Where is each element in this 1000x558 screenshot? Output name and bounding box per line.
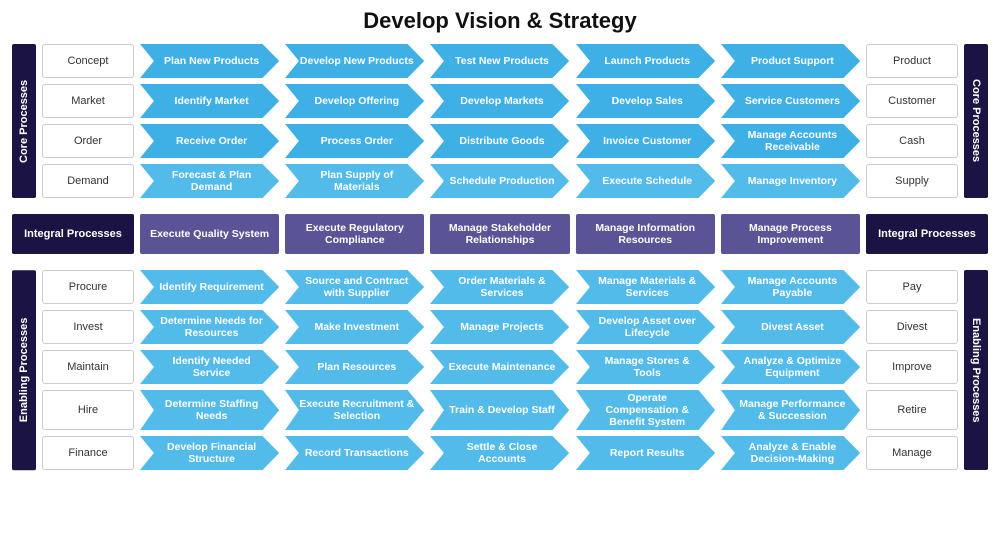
enabling-start-2: Maintain — [42, 350, 134, 384]
enabling-step-2-2: Execute Maintenance — [430, 350, 569, 384]
enabling-step-0-0: Identify Requirement — [140, 270, 279, 304]
core-step-1-3: Develop Sales — [576, 84, 715, 118]
enabling-step-1-0: Determine Needs for Resources — [140, 310, 279, 344]
core-end-0: Product — [866, 44, 958, 78]
enabling-step-0-3: Manage Materials & Services — [576, 270, 715, 304]
enabling-end-0: Pay — [866, 270, 958, 304]
enabling-end-2: Improve — [866, 350, 958, 384]
enabling-step-3-2: Train & Develop Staff — [430, 390, 569, 430]
integral-item-0: Execute Quality System — [140, 214, 279, 254]
enabling-step-1-1: Make Investment — [285, 310, 424, 344]
core-step-1-4: Service Customers — [721, 84, 860, 118]
core-step-3-1: Plan Supply of Materials — [285, 164, 424, 198]
enabling-step-2-0: Identify Needed Service — [140, 350, 279, 384]
core-end-1: Customer — [866, 84, 958, 118]
core-label-left: Core Processes — [12, 44, 36, 198]
enabling-step-4-3: Report Results — [576, 436, 715, 470]
integral-item-2: Manage Stakeholder Relationships — [430, 214, 569, 254]
enabling-start-3: Hire — [42, 390, 134, 430]
enabling-step-3-3: Operate Compensation & Benefit System — [576, 390, 715, 430]
core-step-0-4: Product Support — [721, 44, 860, 78]
enabling-step-3-0: Determine Staffing Needs — [140, 390, 279, 430]
process-grid: Core ProcessesCore ProcessesConcept Plan… — [12, 44, 988, 470]
page-title: Develop Vision & Strategy — [12, 8, 988, 34]
enabling-start-1: Invest — [42, 310, 134, 344]
enabling-step-2-4: Analyze & Optimize Equipment — [721, 350, 860, 384]
core-start-2: Order — [42, 124, 134, 158]
enabling-step-1-3: Develop Asset over Lifecycle — [576, 310, 715, 344]
core-step-3-2: Schedule Production — [430, 164, 569, 198]
enabling-label-left: Enabling Processes — [12, 270, 36, 470]
integral-label-right: Integral Processes — [866, 214, 988, 254]
core-step-2-1: Process Order — [285, 124, 424, 158]
core-step-0-3: Launch Products — [576, 44, 715, 78]
core-start-1: Market — [42, 84, 134, 118]
enabling-step-4-2: Settle & Close Accounts — [430, 436, 569, 470]
core-step-2-0: Receive Order — [140, 124, 279, 158]
enabling-step-0-2: Order Materials & Services — [430, 270, 569, 304]
enabling-start-4: Finance — [42, 436, 134, 470]
enabling-start-0: Procure — [42, 270, 134, 304]
enabling-step-2-1: Plan Resources — [285, 350, 424, 384]
enabling-end-3: Retire — [866, 390, 958, 430]
enabling-step-1-2: Manage Projects — [430, 310, 569, 344]
enabling-step-1-4: Divest Asset — [721, 310, 860, 344]
enabling-step-3-1: Execute Recruitment & Selection — [285, 390, 424, 430]
core-step-2-2: Distribute Goods — [430, 124, 569, 158]
integral-item-4: Manage Process Improvement — [721, 214, 860, 254]
enabling-step-0-1: Source and Contract with Supplier — [285, 270, 424, 304]
core-end-3: Supply — [866, 164, 958, 198]
core-step-0-2: Test New Products — [430, 44, 569, 78]
integral-item-3: Manage Information Resources — [576, 214, 715, 254]
enabling-label-right: Enabling Processes — [964, 270, 988, 470]
core-step-0-0: Plan New Products — [140, 44, 279, 78]
enabling-step-2-3: Manage Stores & Tools — [576, 350, 715, 384]
enabling-step-4-1: Record Transactions — [285, 436, 424, 470]
core-step-1-2: Develop Markets — [430, 84, 569, 118]
enabling-step-4-4: Analyze & Enable Decision-Making — [721, 436, 860, 470]
core-step-2-3: Invoice Customer — [576, 124, 715, 158]
core-step-1-1: Develop Offering — [285, 84, 424, 118]
enabling-step-4-0: Develop Financial Structure — [140, 436, 279, 470]
core-step-0-1: Develop New Products — [285, 44, 424, 78]
enabling-end-1: Divest — [866, 310, 958, 344]
core-step-2-4: Manage Accounts Receivable — [721, 124, 860, 158]
core-step-3-4: Manage Inventory — [721, 164, 860, 198]
core-step-1-0: Identify Market — [140, 84, 279, 118]
core-start-3: Demand — [42, 164, 134, 198]
enabling-step-0-4: Manage Accounts Payable — [721, 270, 860, 304]
integral-item-1: Execute Regulatory Compliance — [285, 214, 424, 254]
enabling-step-3-4: Manage Performance & Succession — [721, 390, 860, 430]
core-label-right: Core Processes — [964, 44, 988, 198]
enabling-end-4: Manage — [866, 436, 958, 470]
core-step-3-3: Execute Schedule — [576, 164, 715, 198]
core-start-0: Concept — [42, 44, 134, 78]
core-step-3-0: Forecast & Plan Demand — [140, 164, 279, 198]
integral-label-left: Integral Processes — [12, 214, 134, 254]
core-end-2: Cash — [866, 124, 958, 158]
